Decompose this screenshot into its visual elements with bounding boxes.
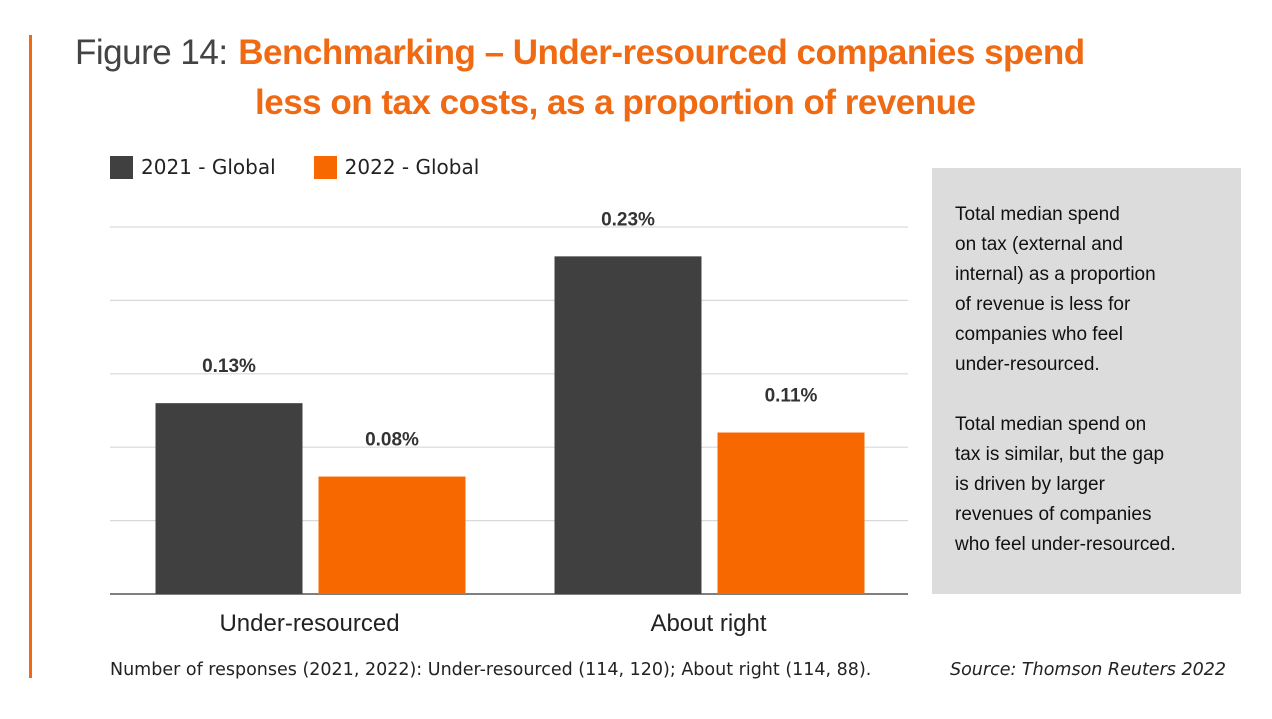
bar-2022-about-right [717,432,865,594]
category-label: Under-resourced [219,610,399,637]
figure-title: Figure 14: Benchmarking – Under-resource… [75,28,1085,128]
data-label: 0.23% [601,209,655,230]
legend-swatch-2021 [110,155,133,179]
footnote: Number of responses (2021, 2022): Under-… [110,660,872,680]
data-label: 0.13% [202,356,256,377]
note-line: on tax (external and [955,234,1123,255]
legend-label-2022: 2022 - Global [344,155,480,179]
source: Source: Thomson Reuters 2022 [949,660,1226,680]
legend-item-2022: 2022 - Global [313,155,480,179]
note-line: internal) as a proportion [955,264,1156,285]
note-line: companies who feel [955,324,1123,345]
note-line: revenues of companies [955,504,1152,525]
note-paragraph: Total median spend on tax is similar, but… [955,410,1221,560]
note-line: is driven by larger [955,474,1105,495]
bar-2021-about-right [554,256,702,594]
figure-number: Figure 14: [75,33,228,72]
bar-2021-under-resourced [155,403,303,594]
bar-2022-under-resourced [318,476,466,594]
title-line-1: Benchmarking – Under-resourced companies… [238,33,1085,72]
data-label: 0.08% [365,430,419,451]
note-line: tax is similar, but the gap [955,444,1165,465]
accent-bar [29,35,32,678]
note-box: Total median spend on tax (external and in… [932,168,1241,594]
legend-item-2021: 2021 - Global [110,155,276,179]
note-line: Total median spend on [955,414,1147,435]
note-line: Total median spend [955,204,1120,225]
note-line: of revenue is less for [955,294,1131,315]
legend-label-2021: 2021 - Global [141,155,276,179]
note-paragraph: Total median spend on tax (external and in… [955,200,1221,380]
legend: 2021 - Global 2022 - Global [110,155,479,179]
category-label: About right [650,610,766,637]
note-line: under-resourced. [955,354,1100,375]
legend-swatch-2022 [313,155,337,179]
data-label: 0.11% [765,386,818,407]
note-line: who feel under-resourced. [955,534,1176,555]
bar-chart: 0.13% 0.08% Under-resourced 0.23% 0.11% About… [110,209,908,637]
title-line-2: less on tax costs, as a proportion of re… [255,83,976,122]
